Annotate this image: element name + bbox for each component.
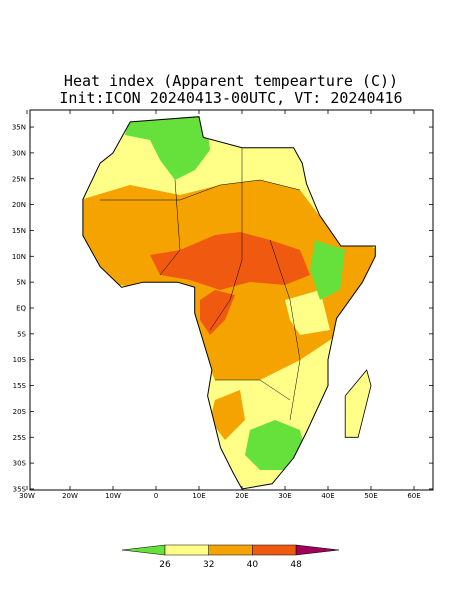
field-yellow-east [285, 290, 330, 335]
lon-label: 30E [278, 492, 291, 500]
coastline [82, 116, 376, 490]
lat-label: 25S [13, 434, 27, 442]
colorbar-bin [164, 544, 209, 556]
lon-label: 40E [321, 492, 334, 500]
lat-label: 30N [12, 149, 26, 157]
lat-label: 20N [12, 201, 26, 209]
lat-label: 15S [13, 382, 27, 390]
lon-label: 0 [154, 492, 158, 500]
madagascar [344, 369, 372, 438]
colorbar-label: 48 [290, 560, 302, 570]
lon-label: 50E [364, 492, 377, 500]
border [159, 179, 181, 276]
lon-label: 60E [407, 492, 420, 500]
colorbar-bin [208, 544, 253, 556]
colorbar-label: 26 [159, 560, 171, 570]
lat-label: 5S [17, 330, 26, 338]
lat-label: 35S [13, 485, 27, 493]
lon-label: 20W [62, 492, 78, 500]
lat-label: 15N [12, 227, 26, 235]
field-red-2 [200, 290, 235, 335]
lon-label: 30W [19, 492, 35, 500]
border [209, 148, 243, 331]
lat-label: 10S [13, 356, 27, 364]
lat-label: 20S [13, 408, 27, 416]
field-green-east [310, 240, 345, 300]
lon-label: 20E [235, 492, 248, 500]
field-red [150, 232, 310, 290]
field-orange-sw [210, 390, 245, 440]
map [29, 109, 434, 491]
lat-label: 30S [13, 460, 27, 468]
lat-label: 25N [12, 175, 26, 183]
lat-label: 5N [16, 279, 26, 287]
subtitle: Init:ICON 20240413-00UTC, VT: 20240416 [59, 89, 402, 107]
colorbar-high [295, 544, 340, 556]
lon-label: 10E [192, 492, 205, 500]
field-green-north [125, 116, 210, 180]
borders [100, 148, 301, 421]
lat-label: 35N [12, 124, 26, 132]
colorbar-label: 40 [247, 560, 259, 570]
field-green-south [245, 420, 305, 470]
colorbar-label: 32 [203, 560, 214, 570]
colorbar-low [121, 544, 166, 556]
border [100, 179, 301, 201]
lat-label: 10N [12, 253, 26, 261]
colorbar-bin [252, 544, 297, 556]
colorbar: 26 32 40 48 [121, 544, 340, 570]
title: Heat index (Apparent tempearture (C)) [64, 72, 398, 90]
border [215, 379, 291, 401]
border [269, 239, 301, 421]
axes: 35N 30N 25N 20N 15N 10N 5N EQ 5S 10S 15S 20S 25S 30S 3… [12, 110, 433, 500]
lon-label: 10W [105, 492, 121, 500]
lat-label: EQ [16, 305, 26, 313]
